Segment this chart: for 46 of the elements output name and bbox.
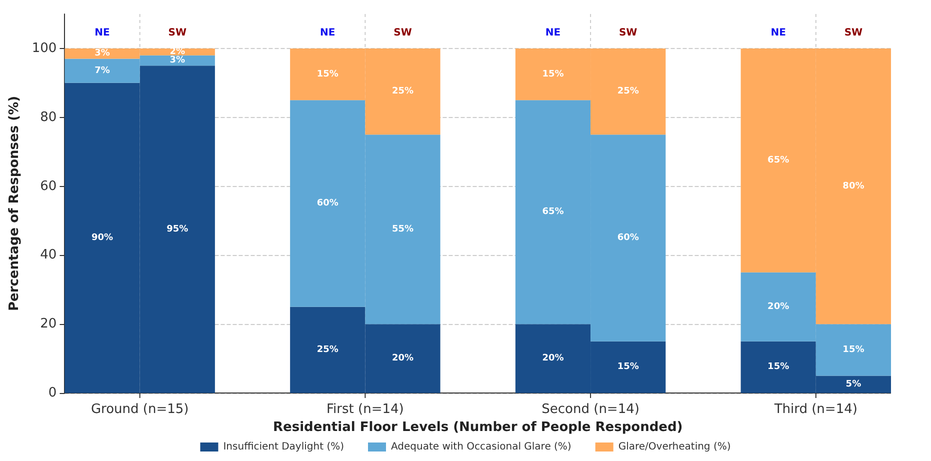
- data-label: 65%: [768, 155, 790, 166]
- y-tick-label: 40: [40, 248, 57, 263]
- data-label: 15%: [842, 344, 864, 355]
- data-label: 5%: [846, 379, 862, 390]
- y-axis-title: Percentage of Responses (%): [7, 96, 22, 312]
- data-label: 25%: [316, 344, 338, 355]
- data-label: 15%: [542, 69, 564, 80]
- y-tick-label: 80: [40, 110, 57, 125]
- legend-label: Glare/Overheating (%): [618, 442, 731, 452]
- x-axis-title: Residential Floor Levels (Number of People Responded): [273, 420, 683, 435]
- y-tick-label: 100: [32, 40, 57, 56]
- text: Ground (n=15): [90, 402, 189, 417]
- x-tick-label: NE: [94, 28, 110, 38]
- data-label: 7%: [94, 66, 110, 76]
- y-tick-label: 20: [40, 316, 57, 332]
- data-label: 20%: [768, 302, 790, 312]
- legend-label: Insufficient Daylight (%): [223, 442, 344, 452]
- data-label: 3%: [170, 56, 186, 66]
- data-label: 25%: [392, 86, 414, 97]
- y-tick-label: 0: [48, 386, 57, 400]
- x-tick-label: SW: [168, 28, 187, 38]
- text: Second (n=14): [542, 402, 640, 417]
- data-label: 65%: [542, 207, 564, 218]
- data-label: 20%: [542, 354, 564, 364]
- data-label: 20%: [392, 354, 414, 364]
- text: First (n=14): [326, 402, 404, 417]
- x-tick-label: SW: [394, 28, 412, 38]
- legend-label: Adequate with Occasional Glare (%): [391, 442, 572, 452]
- x-tick-label: NE: [545, 28, 561, 38]
- x-tick-label: SW: [618, 28, 638, 38]
- data-label: 15%: [617, 362, 639, 372]
- data-label: 25%: [617, 86, 639, 97]
- data-label: 80%: [842, 181, 864, 192]
- x-tick-label: SW: [844, 28, 863, 38]
- data-label: 95%: [166, 224, 188, 234]
- data-label: 3%: [94, 48, 110, 59]
- y-tick-label: 60: [40, 178, 57, 194]
- data-label: 55%: [392, 224, 414, 234]
- data-label: 15%: [768, 362, 790, 372]
- data-label: 60%: [617, 232, 639, 243]
- data-label: 90%: [92, 232, 114, 243]
- data-label: 15%: [316, 69, 338, 80]
- text: Third (n=14): [773, 402, 858, 417]
- data-label: 60%: [316, 198, 338, 208]
- x-tick-label: NE: [320, 28, 336, 38]
- x-tick-label: NE: [770, 28, 786, 38]
